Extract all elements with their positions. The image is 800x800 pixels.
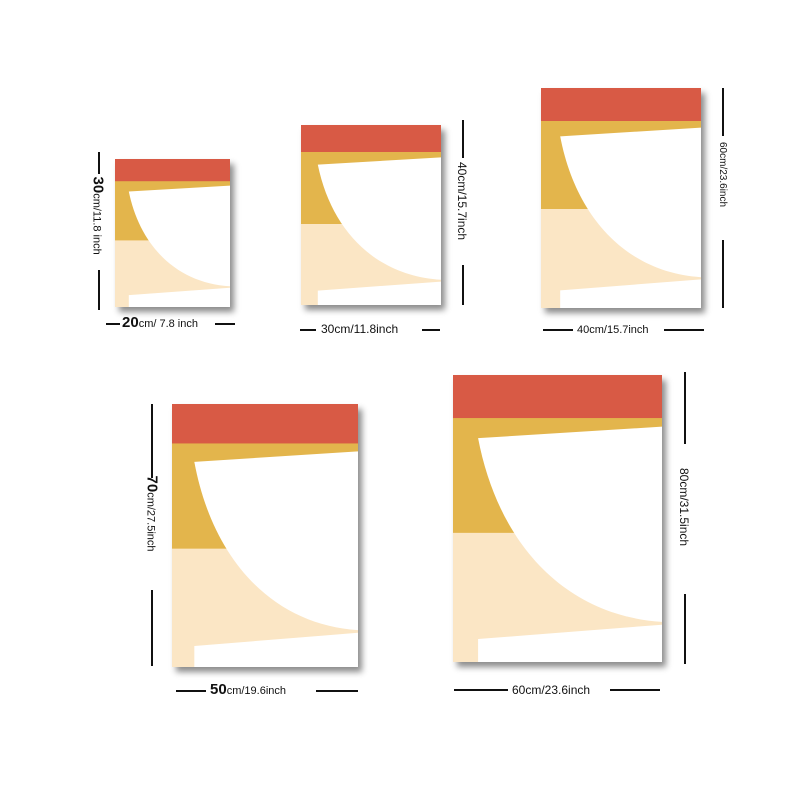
height-number: 30: [89, 176, 107, 194]
height-dimension-line-bottom: [462, 265, 464, 305]
width-unit: cm/ 7.8 inch: [138, 318, 198, 330]
height-dimension-line-bottom: [98, 270, 100, 310]
height-unit: cm/11.8 inch: [90, 193, 103, 255]
width-number: 20: [122, 314, 139, 331]
width-dimension-line-left: [454, 689, 508, 691]
height-label-20x30: 30cm/11.8 inch: [89, 176, 107, 287]
width-dimension-line-right: [664, 329, 704, 331]
canvas-20x30: [115, 159, 230, 307]
height-label-40x60: 60cm/23.6inch: [717, 142, 728, 208]
height-label-30x40: 40cm/15.7inch: [455, 162, 469, 241]
canvas-30x40: [301, 125, 441, 305]
height-dimension-line-top: [98, 152, 100, 174]
width-dimension-line-left: [106, 323, 120, 325]
width-dimension-line-left: [543, 329, 573, 331]
artwork-image: [541, 88, 701, 308]
width-label-20x30: 20cm/ 7.8 inch: [122, 314, 198, 331]
width-dimension-line-left: [300, 329, 316, 331]
canvas-60x80: [453, 375, 662, 662]
width-label-40x60: 40cm/15.7inch: [577, 324, 649, 336]
width-dimension-line-right: [610, 689, 660, 691]
height-dimension-line-top: [151, 404, 153, 478]
height-dimension-line-bottom: [151, 590, 153, 666]
height-dimension-line-bottom: [684, 594, 686, 664]
width-label-30x40: 30cm/11.8inch: [321, 322, 399, 336]
width-dimension-line-right: [316, 690, 358, 692]
artwork-image: [453, 375, 662, 662]
artwork-image: [172, 404, 358, 667]
height-dimension-line-top: [684, 372, 686, 444]
height-label-50x70: 70cm/27.5inch: [143, 475, 161, 552]
width-dimension-line-left: [176, 690, 206, 692]
width-label-60x80: 60cm/23.6inch: [512, 683, 591, 697]
width-dimension-line-right: [215, 323, 235, 325]
height-dimension-line-bottom: [722, 240, 724, 308]
canvas-40x60: [541, 88, 701, 308]
height-dimension-line-top: [722, 88, 724, 136]
canvas-50x70: [172, 404, 358, 667]
artwork-image: [115, 159, 230, 307]
artwork-image: [301, 125, 441, 305]
width-label-50x70: 50cm/19.6inch: [210, 681, 286, 698]
height-label-60x80: 80cm/31.5inch: [677, 468, 691, 547]
height-dimension-line-top: [462, 120, 464, 158]
width-dimension-line-right: [422, 329, 440, 331]
